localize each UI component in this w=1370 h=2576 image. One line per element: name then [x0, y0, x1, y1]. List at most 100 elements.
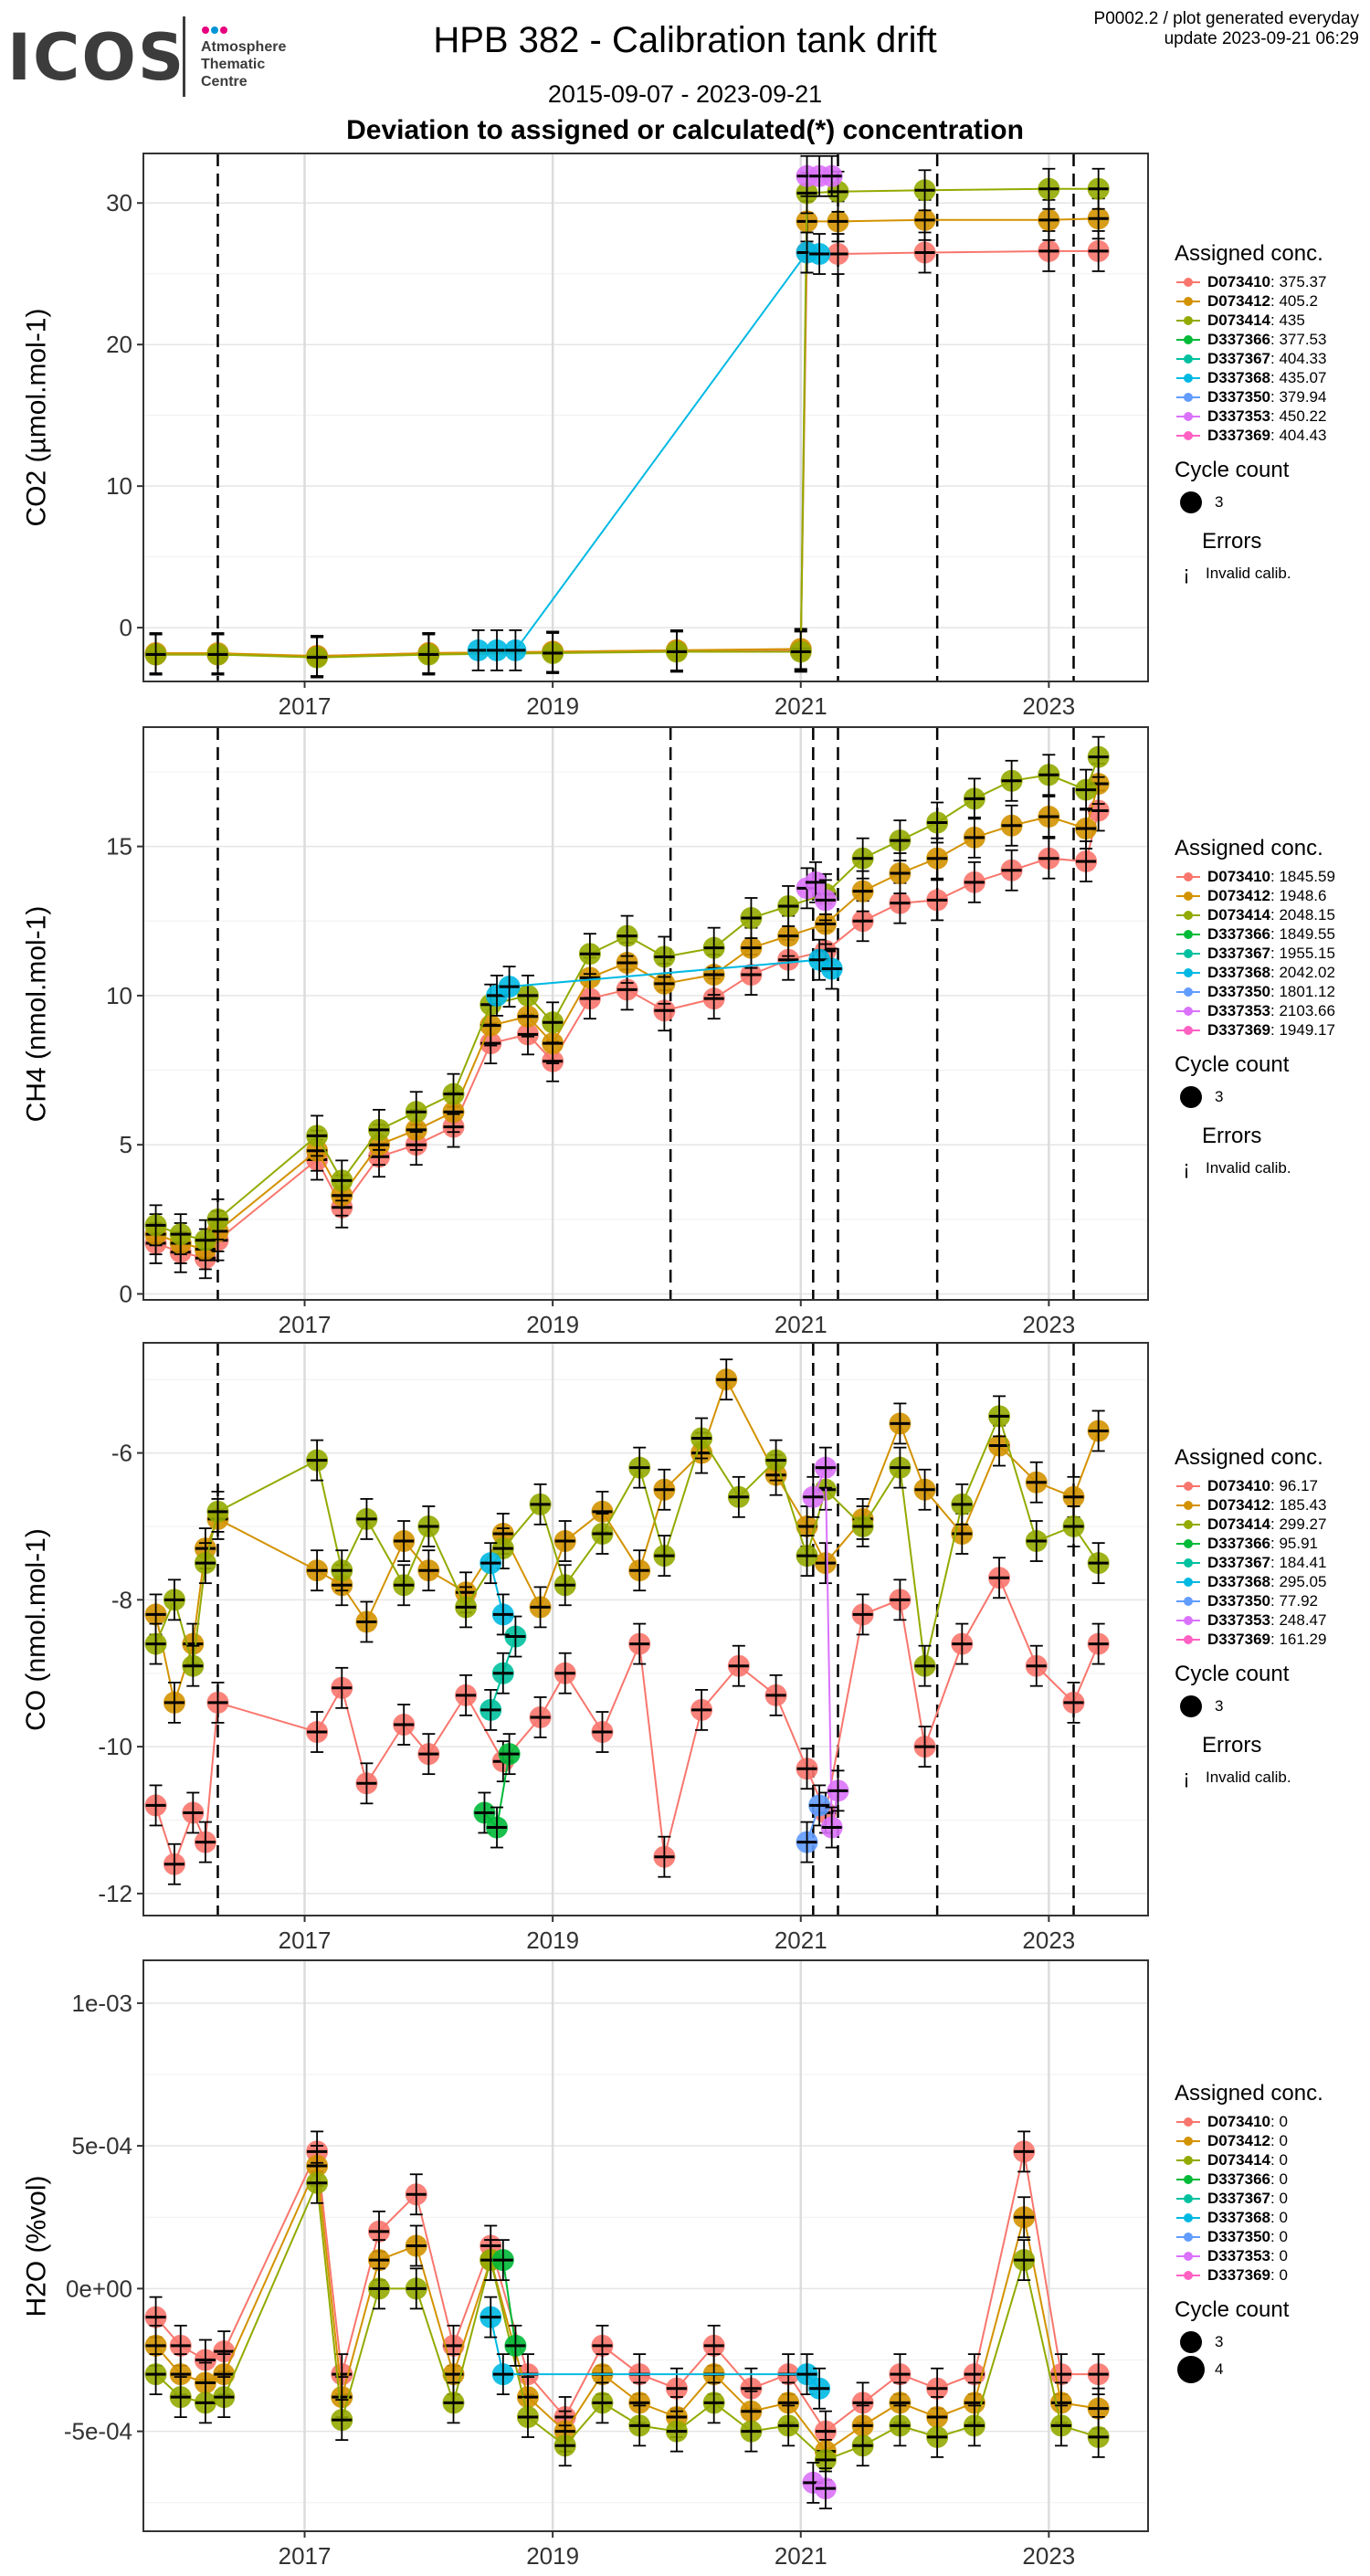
data-point — [690, 1427, 713, 1450]
data-point — [591, 1523, 614, 1545]
data-point — [653, 972, 676, 995]
data-point — [498, 1743, 521, 1766]
data-point — [393, 1714, 416, 1736]
data-point — [820, 957, 843, 980]
y-tick-label: -5e-04 — [64, 2418, 132, 2445]
data-point — [553, 2406, 576, 2428]
data-point — [480, 1552, 502, 1575]
legend-tank-id: D337367 — [1207, 1553, 1271, 1571]
data-point — [628, 1456, 651, 1479]
data-point — [405, 2234, 427, 2257]
x-tick-label: 2023 — [1022, 1311, 1075, 1338]
data-point — [1013, 2140, 1036, 2163]
data-point — [951, 1632, 974, 1655]
data-point — [480, 2249, 502, 2272]
data-point — [665, 2377, 688, 2400]
x-tick-label: 2021 — [775, 692, 827, 720]
series-D073410 — [144, 1557, 1110, 1885]
series-line — [478, 251, 820, 651]
data-point — [702, 964, 725, 987]
legend-entry: D337368: 295.05 — [1175, 1572, 1326, 1591]
series-D337353 — [796, 154, 843, 197]
series-line — [806, 1805, 821, 1842]
legend-tank-id: D337368 — [1207, 368, 1271, 386]
data-point — [206, 642, 229, 665]
data-point — [951, 1523, 974, 1545]
data-point — [963, 826, 985, 849]
legend-tank-id: D337366 — [1207, 330, 1271, 348]
series-line — [154, 2162, 1099, 2453]
data-point — [1062, 1515, 1085, 1537]
legend-tank-value: : 435.07 — [1270, 368, 1327, 386]
co-y-axis-label: CO (nmol.mol-1) — [20, 1527, 51, 1731]
data-point — [926, 2425, 949, 2448]
data-point — [851, 1507, 874, 1530]
legend-entry: D073414: 299.27 — [1175, 1515, 1326, 1534]
data-point — [393, 1530, 416, 1553]
series-line — [155, 249, 1099, 658]
data-point — [1049, 2391, 1072, 2414]
legend-tank-id: D337367 — [1207, 944, 1271, 962]
data-point — [368, 1145, 391, 1168]
data-point — [653, 1478, 676, 1501]
data-point — [616, 924, 638, 947]
legend-tank-id: D337353 — [1207, 2246, 1271, 2265]
data-point — [504, 2334, 527, 2357]
data-point — [442, 2363, 465, 2386]
data-point — [702, 936, 725, 959]
x-tick-label: 2019 — [526, 1927, 579, 1954]
series-D073414 — [144, 1395, 1110, 1687]
data-point — [442, 1101, 465, 1124]
data-point — [889, 1412, 912, 1435]
legend-entry: D073414: 435 — [1175, 311, 1326, 330]
data-point — [889, 2414, 912, 2437]
legend-entry: D337350: 379.94 — [1175, 387, 1326, 406]
y-tick-label: 5 — [120, 1131, 132, 1158]
data-point — [194, 1229, 216, 1251]
data-point — [814, 939, 837, 962]
data-point — [851, 880, 874, 903]
data-point — [702, 2334, 725, 2357]
data-point — [529, 1493, 552, 1515]
error-entry: ¡ Invalid calib. — [1175, 1155, 1335, 1182]
data-point — [796, 241, 818, 264]
plot-subtitle: Deviation to assigned or calculated(*) c… — [346, 115, 1024, 145]
data-point — [665, 2420, 688, 2443]
data-point — [777, 948, 800, 971]
legend-tank-value: : 1955.15 — [1270, 944, 1335, 962]
data-point — [789, 638, 812, 660]
legend-entry: D337353: 450.22 — [1175, 406, 1326, 426]
data-point — [702, 987, 725, 1010]
data-point — [702, 2363, 725, 2386]
legend-tank-id: D073414 — [1207, 2150, 1271, 2169]
data-point — [306, 1449, 329, 1472]
data-point — [529, 1705, 552, 1728]
series-line — [490, 1636, 517, 1711]
data-point — [963, 787, 985, 810]
data-point — [808, 2377, 831, 2400]
legend-entry: D073412: 405.2 — [1175, 291, 1326, 311]
data-point — [206, 643, 229, 666]
data-point — [740, 964, 763, 987]
data-point — [144, 643, 167, 666]
data-point — [331, 2409, 353, 2432]
legend-tank-id: D337350 — [1207, 1591, 1271, 1610]
legend-entry: D337369: 161.29 — [1175, 1630, 1326, 1649]
cycle-count-value: 3 — [1215, 1697, 1224, 1715]
series-D337368 — [486, 938, 843, 1017]
data-point — [827, 210, 849, 233]
x-tick-label: 2017 — [279, 2542, 332, 2570]
legend-tank-value: : 405.2 — [1270, 291, 1319, 310]
data-point — [764, 1684, 787, 1706]
data-point — [814, 1801, 837, 1824]
legend-entry: D337367: 1955.15 — [1175, 944, 1335, 963]
series-D337350 — [796, 1784, 831, 1863]
legend-tank-value: : 1849.55 — [1270, 924, 1335, 943]
data-point — [814, 913, 837, 935]
legend-tank-value: : 375.37 — [1270, 272, 1327, 290]
series-D337368 — [467, 231, 831, 671]
data-point — [1062, 1485, 1085, 1508]
data-point — [805, 871, 827, 893]
data-point — [796, 210, 818, 233]
data-point — [331, 2363, 353, 2386]
